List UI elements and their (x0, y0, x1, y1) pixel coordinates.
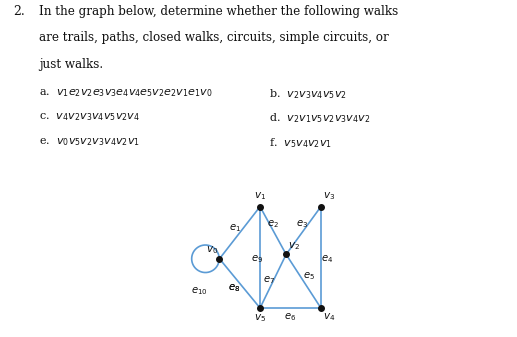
Text: b.  $v_2v_3v_4v_5v_2$: b. $v_2v_3v_4v_5v_2$ (269, 87, 346, 101)
Text: $e_{4}$: $e_{4}$ (321, 253, 333, 265)
Text: $v_{3}$: $v_{3}$ (323, 190, 335, 202)
Text: $e_{8}$: $e_{8}$ (228, 282, 240, 294)
Text: $v_{5}$: $v_{5}$ (254, 312, 266, 324)
Text: c.  $v_4v_2v_3v_4v_5v_2v_4$: c. $v_4v_2v_3v_4v_5v_2v_4$ (39, 112, 140, 123)
Text: f.  $v_5v_4v_2v_1$: f. $v_5v_4v_2v_1$ (269, 136, 332, 150)
Text: $v_{4}$: $v_{4}$ (323, 311, 335, 323)
Text: 2.: 2. (13, 5, 25, 18)
Text: a.  $v_1e_2v_2e_3v_3e_4v_4e_5v_2e_2v_1e_1v_0$: a. $v_1e_2v_2e_3v_3e_4v_4e_5v_2e_2v_1e_1… (39, 87, 212, 99)
Text: $v_{2}$: $v_{2}$ (288, 241, 300, 252)
Text: $e_{2}$: $e_{2}$ (267, 218, 279, 230)
Text: d.  $v_2v_1v_5v_2v_3v_4v_2$: d. $v_2v_1v_5v_2v_3v_4v_2$ (269, 112, 370, 125)
Text: $e_{6}$: $e_{6}$ (284, 311, 297, 323)
Text: $e_{7}$: $e_{7}$ (263, 275, 275, 286)
Text: $v_{0}$: $v_{0}$ (206, 244, 218, 256)
Text: In the graph below, determine whether the following walks: In the graph below, determine whether th… (39, 5, 398, 18)
Text: $e_{10}$: $e_{10}$ (191, 285, 207, 297)
Text: $e_{1}$: $e_{1}$ (230, 222, 241, 234)
Text: $e_{9}$: $e_{9}$ (251, 253, 263, 265)
Text: $v_{1}$: $v_{1}$ (254, 190, 266, 202)
Text: $e_{3}$: $e_{3}$ (296, 218, 308, 230)
Text: $e_{5}$: $e_{5}$ (303, 270, 315, 282)
Text: just walks.: just walks. (39, 58, 103, 71)
Text: $e_8$: $e_8$ (228, 282, 240, 294)
Text: are trails, paths, closed walks, circuits, simple circuits, or: are trails, paths, closed walks, circuit… (39, 31, 388, 44)
Text: e.  $v_0v_5v_2v_3v_4v_2v_1$: e. $v_0v_5v_2v_3v_4v_2v_1$ (39, 136, 140, 148)
